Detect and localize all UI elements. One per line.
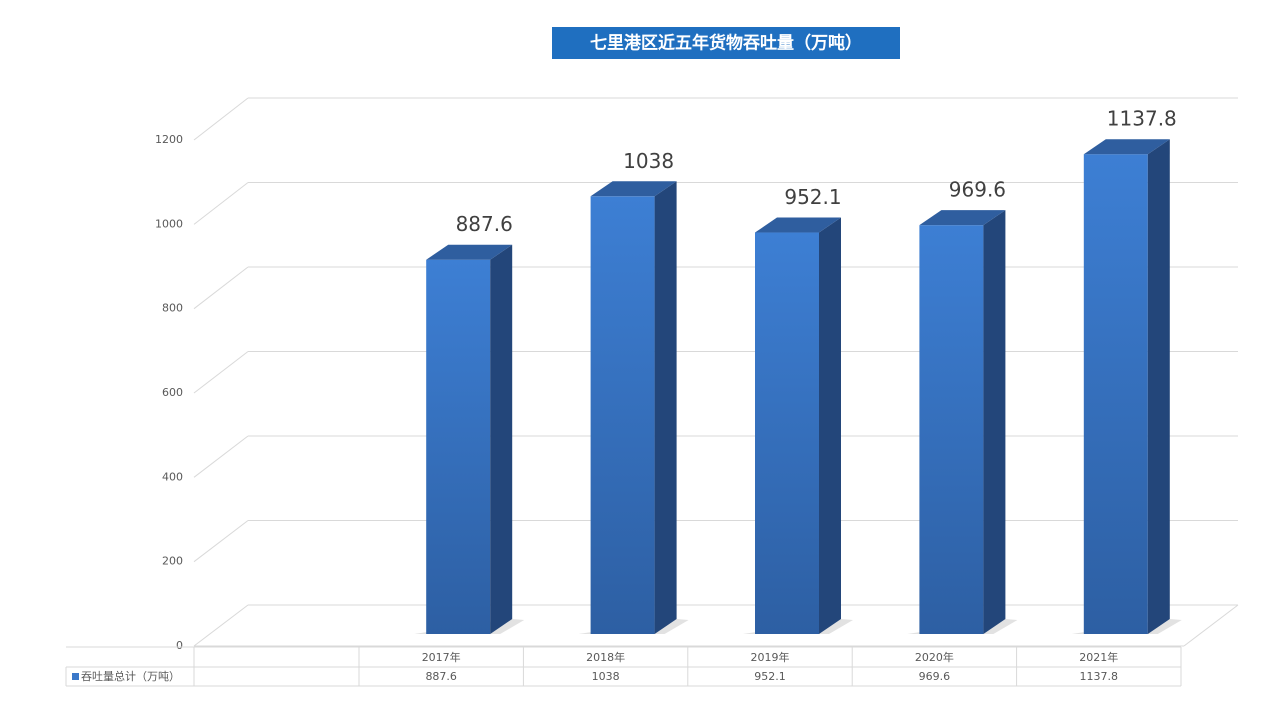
table-value: 1137.8 xyxy=(1080,670,1119,683)
bar-front xyxy=(919,225,984,635)
grid-line xyxy=(193,351,249,394)
bar-side xyxy=(654,181,677,634)
bar-top xyxy=(590,181,677,197)
bar-top xyxy=(426,244,513,260)
y-tick-label: 400 xyxy=(162,470,183,483)
y-tick-label: 1000 xyxy=(155,217,183,230)
title-box xyxy=(552,27,900,59)
y-tick-label: 1200 xyxy=(155,133,183,146)
grid-line xyxy=(193,97,249,141)
y-tick-label: 0 xyxy=(176,639,183,652)
legend-label: 吞吐量总计（万吨） xyxy=(81,669,180,683)
table-value: 952.1 xyxy=(754,670,786,683)
bar-top xyxy=(755,217,841,233)
data-label: 952.1 xyxy=(784,185,841,209)
bar-front xyxy=(1083,154,1148,634)
bar-side xyxy=(490,244,513,634)
floor-edge xyxy=(1183,604,1239,647)
bar-side xyxy=(819,217,841,634)
x-tick-label: 2021年 xyxy=(1079,650,1118,664)
legend-swatch xyxy=(72,673,79,680)
data-table: 吞吐量总计（万吨） 2017年 887.6 2018年 1038 2019年 952.1 20… xyxy=(65,646,1182,687)
bar-top xyxy=(1083,139,1170,155)
data-label: 1038 xyxy=(623,149,674,173)
table-value: 969.6 xyxy=(919,670,951,683)
bar-side xyxy=(1147,139,1170,634)
bar-top xyxy=(919,210,1006,226)
x-tick-label: 2020年 xyxy=(915,650,954,664)
grid-line xyxy=(193,604,249,647)
table-value: 887.6 xyxy=(425,670,457,683)
y-tick-label: 800 xyxy=(162,302,183,315)
x-tick-label: 2019年 xyxy=(751,650,790,664)
y-tick-label: 600 xyxy=(162,386,183,399)
bars: 887.6 1038 952.1 969.6 1137.8 xyxy=(414,107,1182,635)
data-label: 969.6 xyxy=(949,178,1006,202)
grid-line xyxy=(193,182,249,225)
data-label: 1137.8 xyxy=(1107,107,1177,131)
grid-line xyxy=(193,266,249,310)
data-label: 887.6 xyxy=(456,212,513,236)
bar-front xyxy=(590,196,655,634)
x-tick-label: 2018年 xyxy=(586,650,625,664)
bar-front xyxy=(755,232,819,634)
grid: 0 200 400 600 800 1000 1200 xyxy=(155,97,1239,652)
x-tick-label: 2017年 xyxy=(422,650,461,664)
bar-front xyxy=(426,259,491,634)
table-value: 1038 xyxy=(592,670,620,683)
chart-title: 七里港区近五年货物吞吐量（万吨） xyxy=(590,33,862,54)
bar-side xyxy=(983,210,1006,635)
grid-line xyxy=(193,435,249,478)
y-tick-label: 200 xyxy=(162,555,183,568)
grid-line xyxy=(193,520,249,563)
